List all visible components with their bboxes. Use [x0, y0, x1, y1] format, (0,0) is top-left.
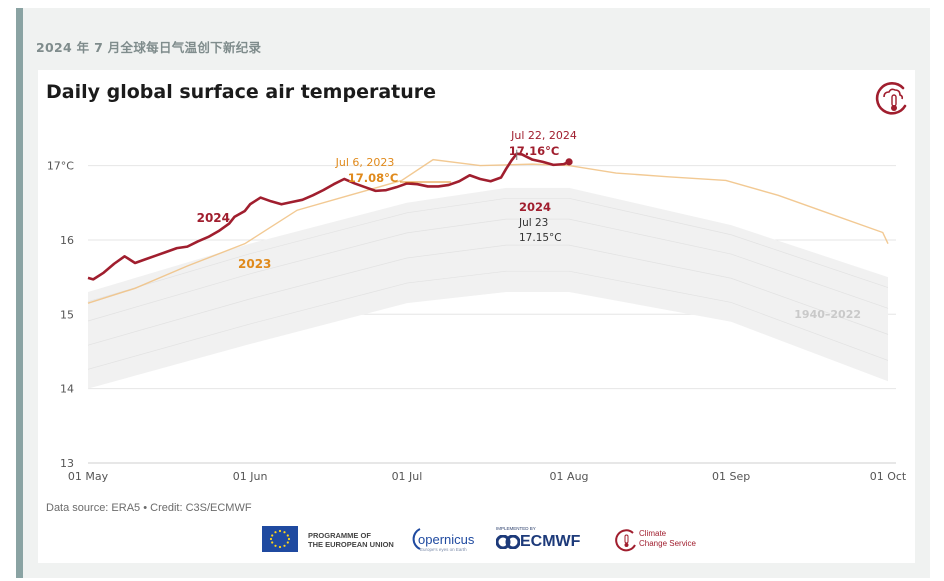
label-layer: 2024 2023 1940–2022 Jul 22, 2024 17.16°C…	[197, 129, 861, 321]
ecmwf-logo: IMPLEMENTED BY ECMWF	[496, 526, 596, 554]
series-2023-line	[87, 158, 889, 304]
x-tick-label: 01 Aug	[550, 470, 589, 483]
historical-trace	[87, 218, 889, 322]
source-credit: Data source: ERA5 • Credit: C3S/ECMWF	[46, 502, 252, 514]
copernicus-logo: opernicus Europe's eyes on Earth	[408, 526, 488, 554]
annotation-last-2024-year: 2024	[519, 200, 551, 214]
historical-band-layer	[87, 187, 889, 389]
series-label-2024: 2024	[197, 211, 230, 225]
x-tick-label: 01 Jul	[392, 470, 423, 483]
y-tick-label: 17°C	[47, 160, 74, 173]
annotation-max-2023-value: 17.08°C	[348, 171, 399, 185]
historical-trace	[87, 197, 889, 303]
climate-text-line: Climate	[639, 529, 667, 538]
series-2024-line	[87, 152, 570, 281]
copernicus-arc-icon	[412, 528, 421, 550]
historical-band	[88, 187, 888, 389]
c3s-thermometer-icon	[875, 82, 907, 115]
eu-logo: PROGRAMME OF THE EUROPEAN UNION	[262, 526, 402, 554]
eu-text-line: THE EUROPEAN UNION	[308, 540, 394, 549]
chart-title: Daily global surface air temperature	[46, 81, 437, 103]
annotation-last-2024-value: 17.15°C	[519, 232, 562, 244]
series-2024-layer	[87, 152, 573, 281]
series-label-2023: 2023	[238, 257, 271, 271]
eu-flag-icon	[262, 526, 298, 552]
tick-layer: 13 14 15 16 17°C 01 May 01 Jun 01 Jul 01…	[47, 160, 907, 483]
y-tick-label: 14	[60, 383, 74, 396]
annotation-max-2024-date: Jul 22, 2024	[510, 129, 577, 142]
y-tick-label: 15	[60, 308, 74, 321]
x-tick-label: 01 May	[68, 470, 109, 483]
eu-text-line: PROGRAMME OF	[308, 531, 371, 540]
copernicus-wordmark: opernicus	[418, 532, 475, 547]
series-label-historical: 1940–2022	[794, 308, 861, 321]
annotation-max-2023-date: Jul 6, 2023	[335, 156, 395, 169]
ecmwf-wordmark: ECMWF	[520, 533, 581, 550]
copernicus-tagline: Europe's eyes on Earth	[420, 547, 467, 552]
annotation-last-2024-date: Jul 23	[518, 217, 548, 229]
x-tick-label: 01 Jun	[233, 470, 268, 483]
y-tick-label: 16	[60, 234, 74, 247]
x-tick-label: 01 Oct	[870, 470, 907, 483]
ecmwf-mark-icon	[496, 535, 520, 549]
climate-change-service-logo: Climate Change Service	[614, 526, 714, 554]
y-tick-label: 13	[60, 457, 74, 470]
annotation-max-2024-value: 17.16°C	[509, 144, 560, 158]
series-2023-layer	[87, 158, 889, 304]
series-2024-endpoint	[565, 158, 573, 166]
x-tick-label: 01 Sep	[712, 470, 750, 483]
c3s-small-icon	[615, 529, 636, 552]
ecmwf-implemented-by: IMPLEMENTED BY	[496, 526, 536, 531]
page-caption: 2024 年 7 月全球每日气温创下新纪录	[36, 40, 262, 55]
historical-trace	[87, 244, 889, 346]
historical-trace	[87, 270, 889, 370]
climate-text-line: Change Service	[639, 539, 696, 548]
